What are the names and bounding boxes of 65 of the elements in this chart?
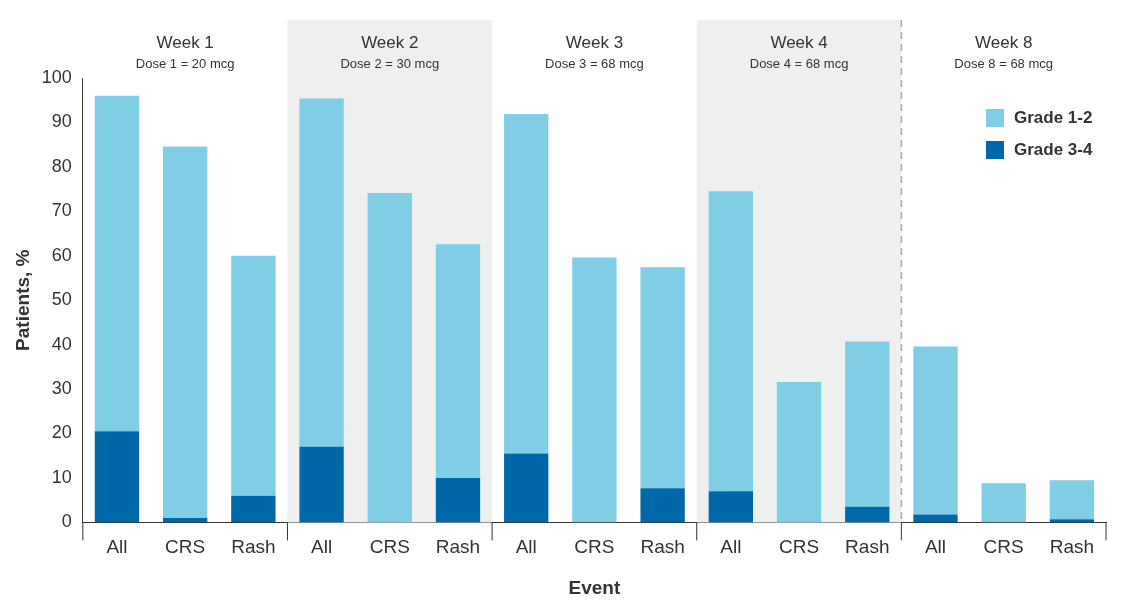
- y-tick-label: 30: [51, 378, 72, 399]
- y-tick-label: 50: [51, 289, 72, 310]
- bar: [504, 453, 549, 523]
- text: Week 2: [361, 33, 419, 52]
- bar: [299, 98, 344, 447]
- x-tick-label: All: [720, 536, 742, 558]
- text: Dose 1 = 20 mcg: [135, 56, 235, 71]
- y-tick-label: 20: [51, 422, 72, 443]
- x-axis-title: Event: [568, 576, 621, 598]
- x-tick-label: CRS: [574, 536, 615, 558]
- y-tick-label: 10: [51, 466, 72, 487]
- x-tick-label: Rash: [231, 536, 276, 558]
- y-tick-label: 0: [61, 511, 72, 532]
- text: Week 3: [565, 33, 624, 52]
- text: Dose 4 = 68 mcg: [749, 56, 849, 71]
- x-tick-label: All: [106, 536, 128, 558]
- bar: [913, 514, 958, 523]
- text: Week 4: [770, 33, 828, 52]
- x-tick-label: All: [924, 536, 947, 558]
- bar: [640, 267, 685, 489]
- x-tick-label: CRS: [983, 536, 1024, 558]
- bar: [776, 381, 822, 523]
- x-tick-label: All: [515, 536, 537, 558]
- x-tick-label: CRS: [778, 536, 820, 558]
- x-tick-label: Rash: [1049, 536, 1095, 558]
- bar: [367, 193, 412, 523]
- text: Dose 2 = 30 mcg: [340, 56, 440, 71]
- bar: [640, 488, 685, 523]
- y-axis-title: Patients, %: [11, 249, 33, 351]
- x-tick-label: Rash: [845, 536, 890, 558]
- bar: [162, 146, 208, 518]
- bar: [231, 255, 276, 496]
- x-tick-label: CRS: [369, 536, 410, 558]
- text: Dose 3 = 68 mcg: [545, 56, 644, 71]
- legend-label: Grade 3-4: [1014, 139, 1093, 159]
- x-tick-label: Rash: [640, 536, 685, 558]
- y-tick-label: 40: [51, 333, 72, 354]
- x-tick-label: Rash: [435, 536, 481, 558]
- bar: [981, 483, 1026, 523]
- bar: [1049, 519, 1095, 523]
- text: Dose 8 = 68 mcg: [954, 56, 1053, 71]
- bar: [1049, 480, 1095, 520]
- y-tick-label: 70: [51, 200, 72, 221]
- bar: [913, 346, 958, 515]
- bar: [572, 257, 617, 523]
- y-tick-label: 90: [51, 111, 72, 132]
- x-tick-label: CRS: [165, 536, 206, 558]
- text: Week 1: [156, 33, 214, 52]
- bar: [435, 477, 481, 523]
- bar: [845, 341, 890, 507]
- y-tick-label: 80: [51, 155, 72, 176]
- bar: [435, 244, 481, 478]
- bar: [231, 495, 276, 523]
- bar: [845, 506, 890, 523]
- bar: [504, 114, 549, 454]
- bar: [708, 491, 754, 523]
- legend-label: Grade 1-2: [1014, 107, 1093, 127]
- text: Week 8: [975, 33, 1033, 52]
- y-tick-label: 60: [51, 244, 72, 265]
- bar: [94, 431, 140, 523]
- y-tick-label: 100: [41, 66, 72, 87]
- bar: [299, 446, 344, 523]
- bar: [708, 191, 754, 492]
- x-tick-label: All: [311, 536, 333, 558]
- bar: [94, 95, 140, 432]
